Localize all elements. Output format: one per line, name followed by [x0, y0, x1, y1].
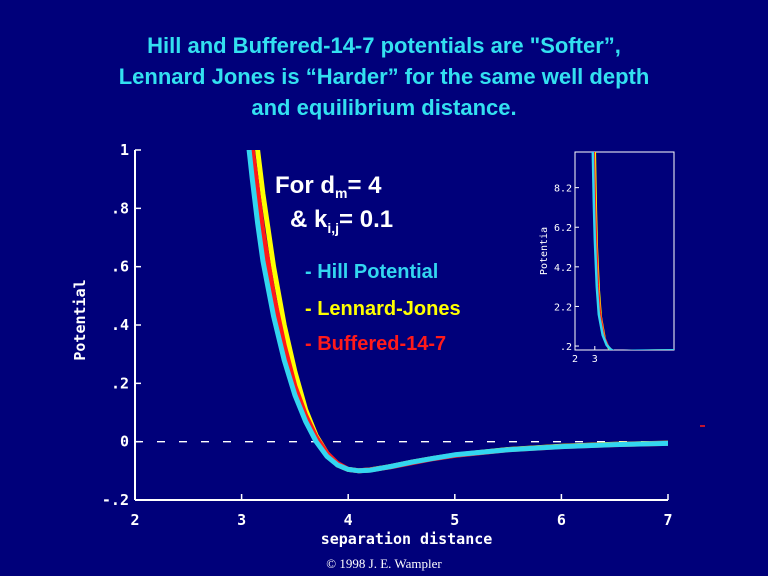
y-tick-label: .6	[111, 258, 129, 276]
inset-y-tick-label: 4.2	[554, 263, 572, 274]
annotation-line-2: & ki,j= 0.1	[290, 206, 393, 236]
inset-y-tick-label: .2	[560, 342, 572, 353]
y-tick-label: -.2	[102, 491, 129, 509]
annotation-line-1-sub: m	[335, 185, 347, 201]
y-tick-label: .2	[111, 374, 129, 392]
inset-y-axis-label: Potentia	[539, 227, 550, 275]
inset-y-tick-label: 8.2	[554, 184, 572, 195]
title-line-2: Lennard Jones is “Harder” for the same w…	[118, 64, 650, 89]
y-tick-label: 1	[120, 141, 129, 159]
inset-x-tick-label: 3	[592, 354, 598, 365]
inset-y-tick-label: 2.2	[554, 302, 572, 313]
annotation-line-1-post: = 4	[347, 172, 382, 199]
y-tick-label: 0	[120, 433, 129, 451]
annotation-line-1-pre: For d	[275, 172, 335, 199]
x-tick-label: 7	[663, 511, 672, 529]
x-tick-label: 2	[130, 511, 139, 529]
series-line-hill	[246, 150, 668, 474]
x-tick-label: 4	[344, 511, 353, 529]
inset-chart: .2 2.2 4.2 6.2 8.2 2 3 Potentia	[539, 151, 675, 365]
inset-background	[568, 152, 674, 352]
title-line-1: Hill and Buffered-14-7 potentials are "S…	[147, 33, 621, 58]
legend-buffered: - Buffered-14-7	[305, 333, 446, 355]
x-axis-label: separation distance	[321, 530, 493, 548]
inset-series	[591, 152, 674, 350]
x-tick-label: 3	[237, 511, 246, 529]
annotation-line-2-sub: i,j	[327, 220, 339, 236]
x-tick-label: 6	[557, 511, 566, 529]
annotation-line-1: For dm= 4	[275, 172, 382, 201]
slide-title: Hill and Buffered-14-7 potentials are "S…	[0, 30, 768, 123]
legend-hill: - Hill Potential	[305, 261, 438, 283]
y-tick-label: .8	[111, 199, 129, 217]
y-tick-label: .4	[111, 316, 129, 334]
y-axis-label: Potential	[71, 279, 89, 360]
annotation-line-2-post: = 0.1	[339, 206, 393, 233]
main-axes: 2 3 4 5 6 7 -.2 0 .2 .4 .6 .8 1 separation distance Po…	[71, 141, 673, 548]
legend-lennard-jones: - Lennard-Jones	[305, 298, 461, 320]
inset-y-tick-label: 6.2	[554, 223, 572, 234]
title-line-3: and equilibrium distance.	[251, 95, 517, 120]
x-tick-label: 5	[450, 511, 459, 529]
inset-series-line-hill	[591, 152, 674, 350]
copyright: © 1998 J. E. Wampler	[326, 556, 442, 571]
main-series	[246, 150, 668, 474]
annotation-line-2-pre: & k	[290, 206, 328, 233]
inset-x-tick-label: 2	[572, 354, 578, 365]
